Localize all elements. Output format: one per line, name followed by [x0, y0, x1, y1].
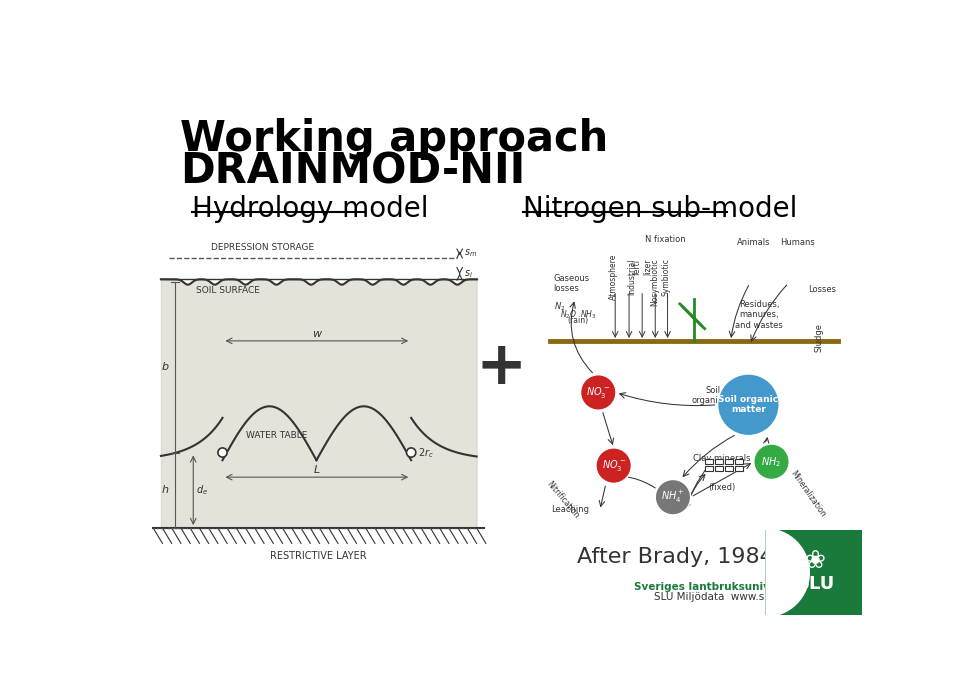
Circle shape [596, 448, 632, 483]
Circle shape [581, 375, 616, 410]
Bar [734, 466, 743, 471]
Text: Soil organic
matter: Soil organic matter [718, 395, 779, 415]
Bar [765, 529, 861, 615]
Text: +: + [475, 339, 527, 397]
Text: Working approach: Working approach [180, 117, 609, 160]
Text: Sveriges lantbruksuniversitet: Sveriges lantbruksuniversitet [634, 582, 809, 592]
Text: (fixed): (fixed) [708, 483, 735, 492]
Text: L: L [313, 465, 320, 475]
Text: SLU: SLU [796, 575, 834, 593]
Text: $2r_c$: $2r_c$ [419, 446, 434, 460]
Text: DEPRESSION STORAGE: DEPRESSION STORAGE [211, 243, 314, 252]
Text: $N_2$: $N_2$ [554, 301, 565, 313]
Text: Atmosphere: Atmosphere [610, 254, 618, 300]
Text: Sludge: Sludge [815, 323, 824, 352]
Text: Residues,
manures,
and wastes: Residues, manures, and wastes [735, 300, 783, 330]
Text: Clay minerals: Clay minerals [693, 454, 750, 463]
Circle shape [656, 480, 690, 515]
Text: Symbiotic: Symbiotic [661, 258, 670, 296]
Text: Industrial: Industrial [628, 258, 636, 295]
Text: Gaseous
losses: Gaseous losses [554, 274, 589, 293]
Text: DRAINMOD-NII: DRAINMOD-NII [180, 151, 525, 193]
Circle shape [406, 448, 416, 457]
Text: Nitrification: Nitrification [545, 480, 581, 520]
Text: N fixation: N fixation [645, 236, 685, 245]
Text: Mineralization: Mineralization [788, 469, 828, 520]
Bar [725, 459, 733, 464]
Text: $NO_3^-$: $NO_3^-$ [587, 385, 611, 400]
Text: $s_i$: $s_i$ [465, 268, 473, 280]
Text: Humans: Humans [780, 238, 815, 247]
Text: $N_2O$  $NH_3$: $N_2O$ $NH_3$ [560, 308, 596, 321]
Text: b: b [161, 362, 169, 372]
Text: Hydrology model: Hydrology model [192, 195, 428, 223]
Text: Soil
organisms: Soil organisms [691, 386, 734, 405]
Bar [705, 466, 713, 471]
Text: After Brady, 1984: After Brady, 1984 [577, 547, 774, 567]
Text: Animals: Animals [737, 238, 771, 247]
Text: ❀: ❀ [804, 549, 826, 573]
Text: WATER TABLE: WATER TABLE [246, 431, 307, 440]
Text: w: w [312, 328, 321, 339]
Text: Nitrogen sub-model: Nitrogen sub-model [523, 195, 797, 223]
Text: RESTRICTIVE LAYER: RESTRICTIVE LAYER [271, 551, 367, 561]
Text: $d_e$: $d_e$ [196, 483, 207, 497]
Text: SLU Miljödata  www.slu.se: SLU Miljödata www.slu.se [654, 592, 789, 602]
Text: ferti
lizer: ferti lizer [633, 258, 652, 275]
Bar [714, 466, 723, 471]
Text: $NO_3^-$: $NO_3^-$ [602, 458, 626, 473]
Bar [714, 459, 723, 464]
Text: $s_m$: $s_m$ [465, 247, 477, 259]
Text: Leaching: Leaching [552, 505, 589, 514]
Wedge shape [765, 528, 810, 617]
Circle shape [754, 444, 789, 480]
Text: (rain): (rain) [567, 316, 588, 325]
Bar [705, 459, 713, 464]
Bar [725, 466, 733, 471]
Circle shape [218, 448, 228, 457]
Text: $NH_4^+$: $NH_4^+$ [661, 489, 684, 505]
Text: h: h [161, 485, 169, 495]
Bar [734, 459, 743, 464]
Text: SOIL SURFACE: SOIL SURFACE [196, 286, 259, 295]
Text: $NH_2$: $NH_2$ [761, 455, 781, 468]
Text: Nosymbiotic: Nosymbiotic [650, 258, 659, 306]
Circle shape [718, 374, 780, 435]
Text: Losses: Losses [808, 285, 836, 294]
